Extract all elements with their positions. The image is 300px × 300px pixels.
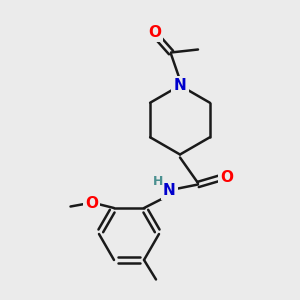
Text: N: N bbox=[163, 183, 176, 198]
Text: O: O bbox=[148, 25, 161, 40]
Text: O: O bbox=[85, 196, 98, 211]
Text: H: H bbox=[153, 175, 163, 188]
Text: O: O bbox=[220, 169, 233, 184]
Text: N: N bbox=[174, 78, 186, 93]
